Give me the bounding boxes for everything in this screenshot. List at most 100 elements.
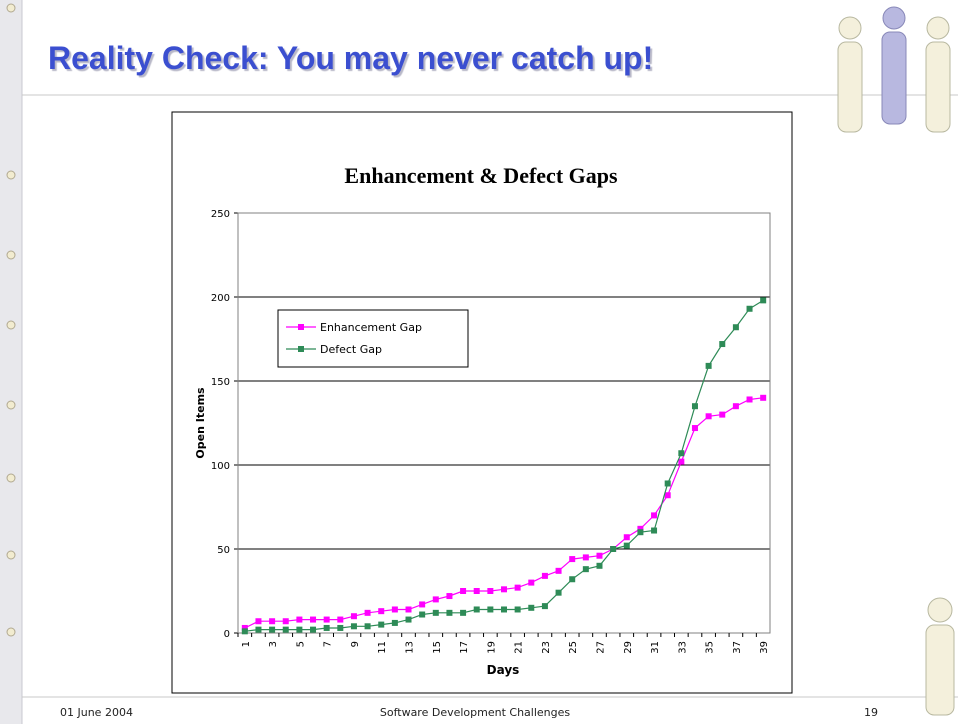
y-tick-label: 200 (211, 293, 230, 304)
chart-title: Enhancement & Defect Gaps (344, 163, 618, 188)
y-tick-label: 150 (211, 377, 230, 388)
data-point (255, 626, 262, 633)
data-point (569, 556, 576, 563)
data-point (391, 606, 398, 613)
data-point (337, 624, 344, 631)
data-point (514, 584, 521, 591)
data-point (282, 626, 289, 633)
data-point (473, 588, 480, 594)
data-point (569, 576, 576, 583)
data-point (732, 324, 739, 331)
data-point (582, 566, 589, 573)
x-tick-label: 5 (295, 641, 306, 647)
data-point (760, 297, 767, 304)
x-tick-label: 39 (759, 641, 770, 654)
data-point (623, 534, 630, 541)
data-point (391, 619, 398, 626)
data-point (651, 527, 658, 534)
data-point (541, 572, 548, 579)
data-point (337, 616, 344, 623)
x-tick-label: 21 (514, 641, 525, 654)
data-point (460, 609, 467, 616)
data-point (323, 616, 330, 623)
slide-title: Reality Check: You may never catch up! (48, 40, 654, 76)
data-point (528, 604, 535, 611)
data-point (378, 608, 385, 615)
data-point (446, 593, 453, 600)
data-point (460, 588, 467, 594)
data-point (596, 562, 603, 569)
data-point (555, 567, 562, 574)
data-point (664, 492, 671, 499)
footer-date: 01 June 2004 (60, 706, 133, 719)
data-point (241, 624, 248, 631)
data-point (541, 603, 548, 610)
data-point (364, 609, 371, 616)
data-point (623, 542, 630, 549)
data-point (732, 403, 739, 410)
data-point (501, 586, 507, 593)
data-point (637, 529, 644, 536)
data-point (432, 596, 439, 603)
data-point (691, 403, 698, 410)
x-tick-label: 23 (541, 641, 552, 654)
data-point (310, 616, 317, 623)
data-point (501, 606, 507, 613)
x-tick-label: 19 (486, 641, 497, 654)
data-point (719, 341, 726, 348)
data-point (514, 606, 521, 613)
data-point (528, 579, 535, 586)
data-point (323, 624, 330, 631)
legend-label: Defect Gap (320, 343, 382, 356)
footer-title: Software Development Challenges (379, 706, 571, 719)
x-tick-label: 1 (241, 641, 252, 647)
data-point (310, 626, 317, 633)
data-point (364, 623, 371, 630)
y-tick-label: 50 (217, 545, 230, 556)
data-point (378, 621, 385, 628)
legend-label: Enhancement Gap (320, 321, 422, 334)
x-tick-label: 35 (705, 641, 716, 654)
data-point (487, 588, 494, 594)
data-point (446, 609, 453, 616)
chart-frame (171, 111, 793, 694)
data-point (719, 411, 726, 418)
y-tick-label: 0 (224, 629, 230, 640)
data-point (296, 626, 303, 633)
data-point (582, 554, 589, 561)
x-tick-label: 25 (568, 641, 579, 654)
data-point (432, 609, 439, 616)
x-tick-label: 27 (595, 641, 606, 654)
data-point (405, 616, 412, 623)
data-point (487, 606, 494, 613)
data-point (637, 525, 644, 532)
data-point (678, 450, 685, 457)
data-point (664, 480, 671, 487)
data-point (405, 606, 412, 613)
data-point (555, 589, 562, 596)
data-point (610, 546, 617, 552)
data-point (350, 623, 357, 630)
x-tick-label: 33 (677, 641, 688, 654)
legend-marker (298, 346, 304, 352)
data-point (596, 552, 603, 559)
x-tick-label: 29 (623, 641, 634, 654)
data-point (241, 628, 248, 635)
x-tick-label: 7 (323, 641, 334, 647)
data-point (651, 512, 658, 519)
data-point (269, 626, 276, 633)
x-tick-label: 9 (350, 641, 361, 647)
data-point (255, 618, 262, 625)
x-tick-label: 13 (405, 641, 416, 654)
data-point (296, 616, 303, 623)
x-axis-label: Days (487, 663, 520, 677)
page-number: 19 (864, 706, 878, 719)
legend-marker (298, 324, 304, 330)
data-point (419, 611, 426, 618)
plot-area (237, 212, 771, 634)
y-tick-label: 250 (211, 209, 230, 220)
data-point (746, 396, 753, 403)
data-point (760, 394, 767, 401)
x-tick-label: 31 (650, 641, 661, 654)
